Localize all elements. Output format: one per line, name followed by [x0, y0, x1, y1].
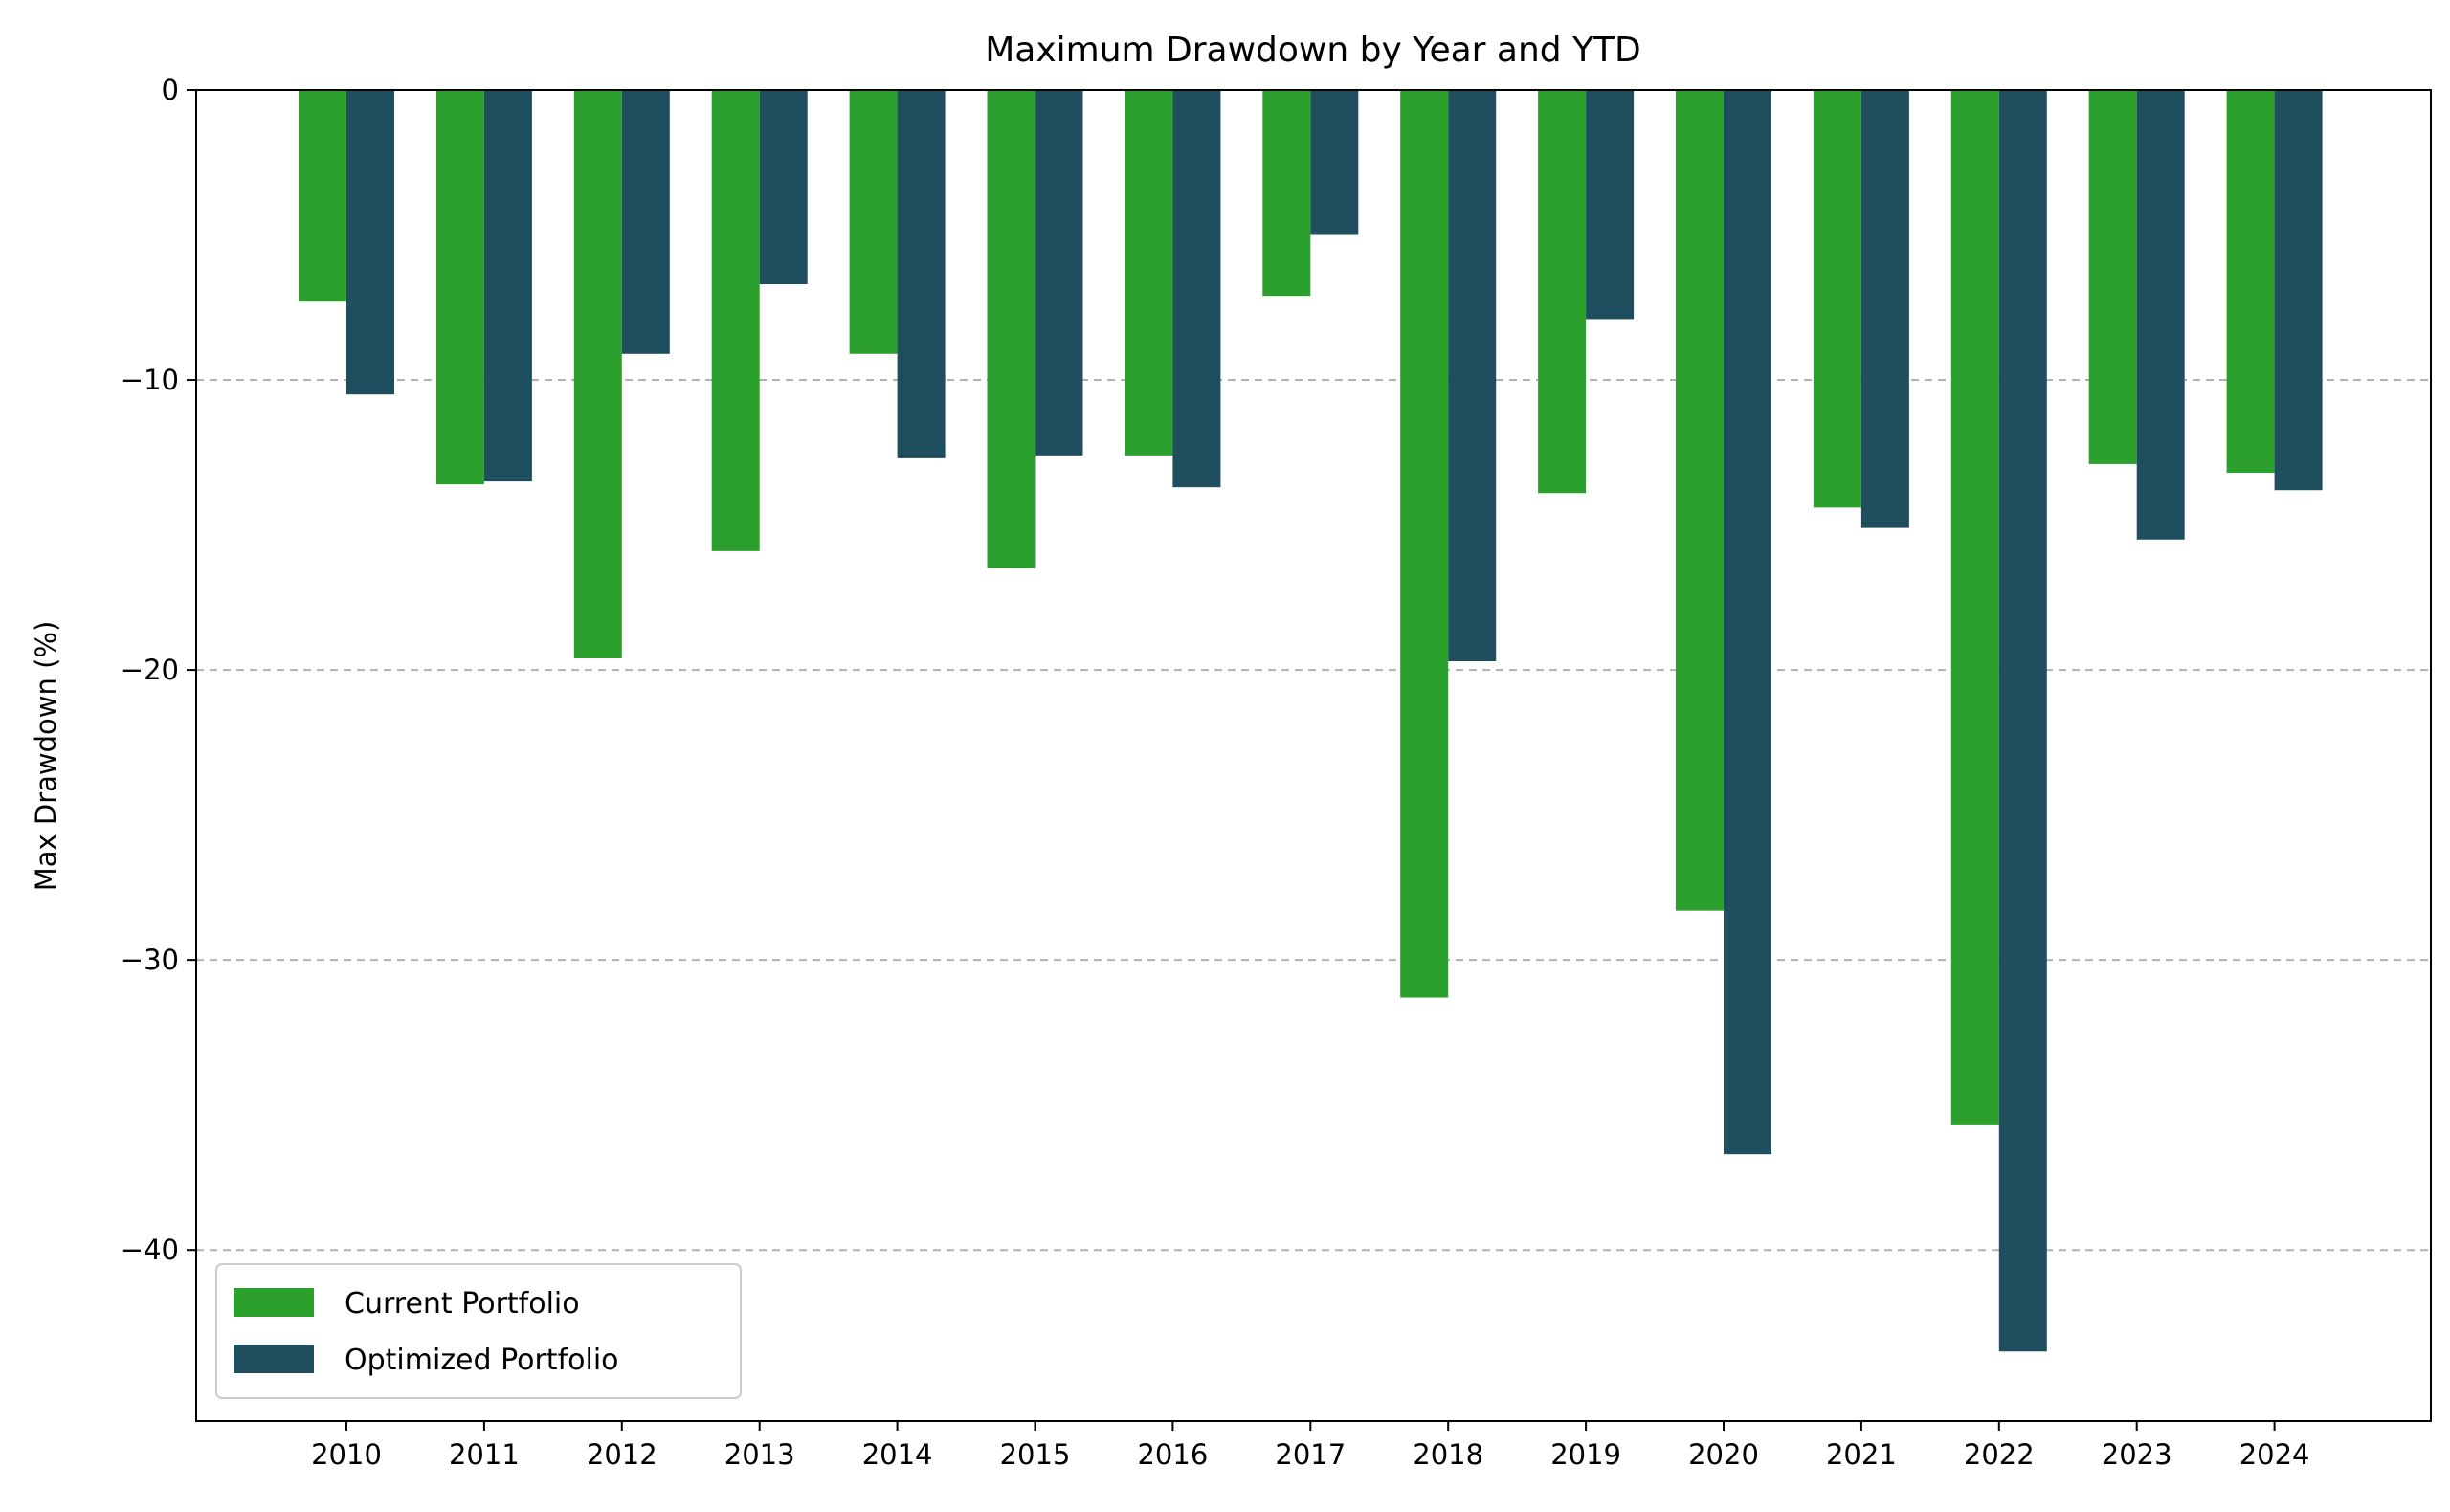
- bar-current-2016: [1125, 90, 1173, 456]
- bar-current-2017: [1262, 90, 1311, 297]
- legend: Current Portfolio Optimized Portfolio: [215, 1263, 742, 1399]
- bars: [299, 90, 2323, 1352]
- bar-current-2022: [1950, 90, 1999, 1125]
- x-tick-label: 2024: [2239, 1438, 2310, 1471]
- x-tick-label: 2020: [1688, 1438, 1759, 1471]
- bar-optimized-2013: [759, 90, 808, 285]
- bar-optimized-2012: [621, 90, 670, 354]
- legend-swatch-current: [234, 1288, 314, 1317]
- bar-optimized-2018: [1448, 90, 1497, 662]
- x-tick-label: 2015: [1000, 1438, 1071, 1471]
- bar-optimized-2020: [1724, 90, 1771, 1155]
- bar-optimized-2021: [1860, 90, 1909, 528]
- bar-current-2013: [711, 90, 760, 551]
- x-tick-label: 2021: [1826, 1438, 1897, 1471]
- y-tick-label: −40: [121, 1234, 179, 1266]
- bar-current-2023: [2088, 90, 2137, 464]
- x-tick-label: 2014: [862, 1438, 933, 1471]
- bar-optimized-2010: [346, 90, 394, 395]
- legend-label-optimized: Optimized Portfolio: [345, 1344, 619, 1377]
- legend-swatch-optimized: [234, 1345, 314, 1373]
- x-tick-label: 2019: [1550, 1438, 1621, 1471]
- bar-current-2024: [2226, 90, 2275, 474]
- bar-optimized-2015: [1035, 90, 1083, 456]
- x-tick-label: 2012: [587, 1438, 657, 1471]
- legend-frame: [215, 1263, 742, 1399]
- bar-current-2020: [1676, 90, 1724, 911]
- bar-current-2019: [1538, 90, 1587, 494]
- bar-current-2010: [299, 90, 346, 302]
- bar-optimized-2014: [897, 90, 946, 458]
- x-tick-label: 2016: [1137, 1438, 1208, 1471]
- bar-optimized-2022: [1998, 90, 2047, 1352]
- bar-current-2015: [987, 90, 1036, 569]
- bar-current-2012: [573, 90, 622, 658]
- grid-lines: [196, 379, 2431, 1252]
- bar-optimized-2019: [1586, 90, 1635, 320]
- bar-optimized-2011: [483, 90, 532, 482]
- x-tick-label: 2018: [1413, 1438, 1483, 1471]
- bar-current-2014: [849, 90, 898, 354]
- x-tick-label: 2022: [1964, 1438, 2035, 1471]
- bar-current-2018: [1400, 90, 1449, 998]
- x-tick-label: 2017: [1275, 1438, 1346, 1471]
- y-tick-label: −30: [121, 944, 179, 976]
- bar-current-2011: [435, 90, 484, 485]
- x-tick-label: 2010: [311, 1438, 382, 1471]
- x-tick-label: 2023: [2102, 1438, 2172, 1471]
- plot-frame: [195, 89, 2432, 1422]
- bar-optimized-2017: [1310, 90, 1359, 235]
- x-tick-label: 2011: [449, 1438, 520, 1471]
- x-axis: 2010 2011 2012 2013 2014 2015 2016 2017 2018 2019…: [311, 1421, 2310, 1471]
- bar-optimized-2016: [1172, 90, 1221, 488]
- y-tick-label: −20: [121, 654, 179, 686]
- x-tick-label: 2013: [724, 1438, 795, 1471]
- bar-optimized-2024: [2274, 90, 2323, 491]
- y-tick-label: −10: [121, 364, 179, 396]
- legend-label-current: Current Portfolio: [345, 1287, 580, 1321]
- y-axis: 0 −10 −20 −30 −40: [121, 74, 196, 1266]
- bar-optimized-2023: [2136, 90, 2185, 540]
- chart-title: Maximum Drawdown by Year and YTD: [985, 31, 1641, 70]
- bar-current-2021: [1813, 90, 1861, 508]
- y-tick-label: 0: [162, 74, 179, 106]
- y-axis-label: Max Drawdown (%): [30, 621, 62, 892]
